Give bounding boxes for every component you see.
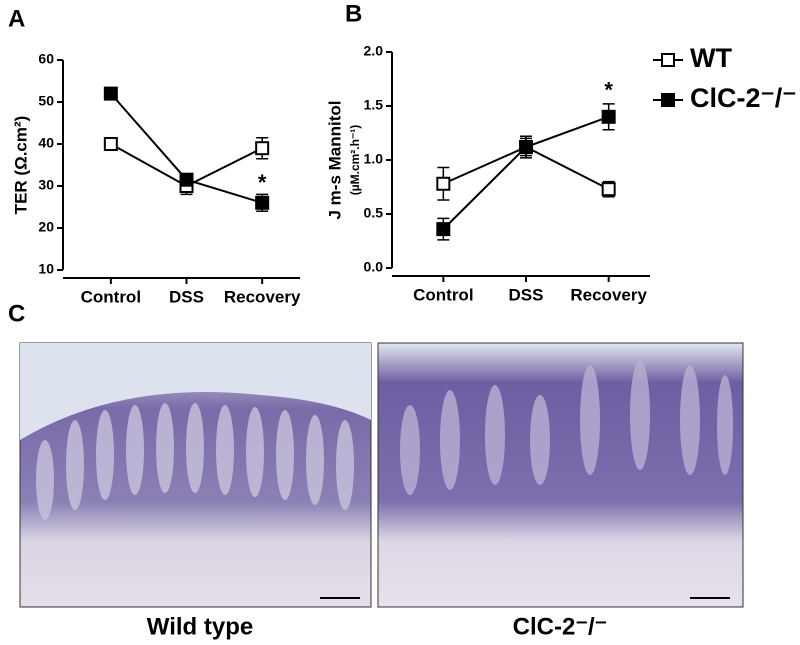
crypts [400,360,733,495]
y-tick-label: 60 [38,51,54,67]
lumen [20,343,371,440]
y-tick-label: 40 [38,135,54,151]
y-tick-label: 1.5 [364,97,384,113]
legend-label: ClC-2⁻/⁻ [690,83,797,113]
x-tick-label: DSS [509,285,544,304]
y-tick-label: 2.0 [364,43,384,59]
x-tick-label: Control [81,287,141,306]
y-axis-label: J m-s Mannitol [325,100,344,219]
marker [255,141,270,156]
marker [103,86,118,101]
x-tick-label: Control [413,285,473,304]
y-tick-label: 1.0 [364,151,384,167]
marker [436,176,451,191]
marker [519,140,533,155]
y-axis-units: (µM.cm².h⁻¹) [348,125,362,196]
x-tick-label: Recovery [224,287,301,306]
marker [601,109,616,124]
panel-label: B [345,0,362,27]
y-tick-label: 20 [38,219,54,235]
x-tick-label: Recovery [570,285,647,304]
y-tick-label: 10 [38,261,54,277]
annotation: * [258,170,267,195]
image-caption: ClC-2⁻/⁻ [513,613,608,640]
y-tick-label: 50 [38,93,54,109]
panel-label: A [8,5,25,32]
marker [255,195,270,210]
y-tick-label: 0.5 [364,205,384,221]
legend-marker [661,53,675,67]
crypts [36,403,354,520]
annotation: * [604,78,613,103]
marker [179,172,194,187]
y-tick-label: 0.0 [364,259,384,275]
histology-panel: C Wild type ClC-2⁻/⁻ [8,300,744,640]
legend-marker [661,93,675,107]
x-tick-label: DSS [169,287,204,306]
legend-label: WT [690,43,732,73]
image-caption: Wild type [147,613,253,640]
panel-label: C [8,300,25,327]
marker [436,222,451,237]
y-axis-label: TER (Ω.cm²) [11,116,30,215]
y-tick-label: 30 [38,177,54,193]
marker [103,137,118,151]
marker [601,182,616,197]
